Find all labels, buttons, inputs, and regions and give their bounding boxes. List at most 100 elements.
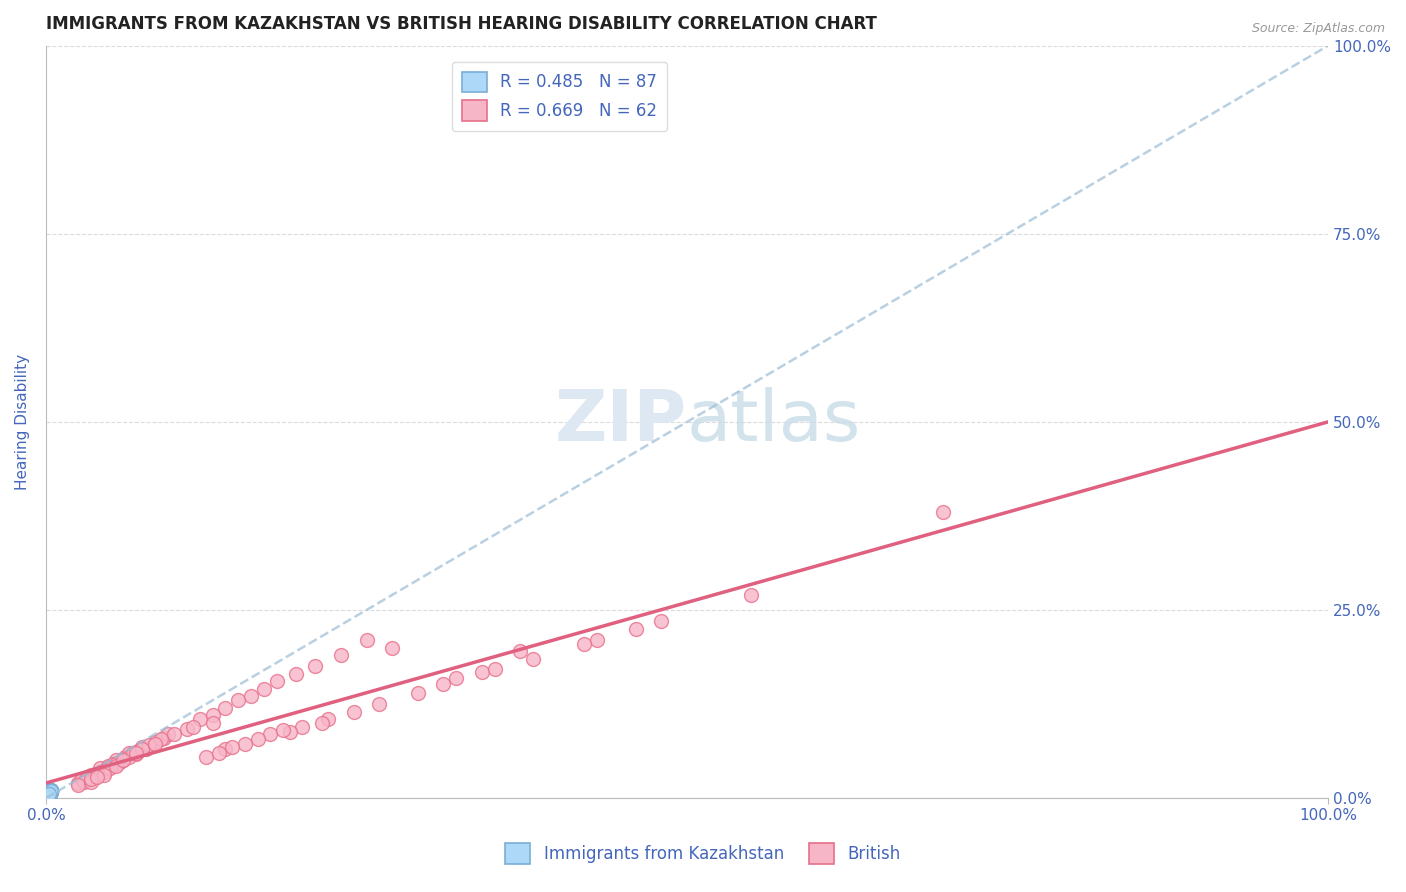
Point [38,787,60,801]
Point [381,640,404,655]
Point [86,768,108,782]
Point [38,788,60,802]
Point [37,789,59,804]
Point [38,788,60,802]
Point [38,787,60,801]
Point [38,786,60,800]
Point [38,788,60,802]
Point [38,786,60,800]
Point [153,731,176,745]
Point [38,787,60,801]
Point [740,588,762,602]
Point [37,789,59,804]
Point [38,786,60,800]
Point [38,787,60,801]
Point [111,754,134,768]
Point [650,614,672,628]
Point [39,785,62,799]
Point [278,724,301,739]
Point [38,786,60,800]
Point [38,786,60,800]
Point [122,746,145,760]
Point [127,744,149,758]
Point [38,786,60,800]
Point [96,761,118,775]
Point [138,739,160,753]
Point [73,774,96,789]
Point [39,783,62,797]
Text: IMMIGRANTS FROM KAZAKHSTAN VS BRITISH HEARING DISABILITY CORRELATION CHART: IMMIGRANTS FROM KAZAKHSTAN VS BRITISH HE… [46,15,877,33]
Point [484,662,506,676]
Point [37,789,59,804]
Point [37,789,59,804]
Point [37,789,59,804]
Point [586,633,609,648]
Point [195,749,218,764]
Point [80,772,103,787]
Point [183,720,205,734]
Point [509,644,531,658]
Point [38,788,60,802]
Point [446,671,468,685]
Point [37,789,59,804]
Point [98,761,121,775]
Point [38,788,60,802]
Point [259,727,281,741]
Point [522,652,544,666]
Point [38,786,60,800]
Point [93,764,115,779]
Point [37,789,59,804]
Point [89,764,111,779]
Point [356,633,378,648]
Point [471,665,494,679]
Point [38,788,60,802]
Point [80,774,103,789]
Point [343,705,366,719]
Point [38,788,60,802]
Point [66,778,89,792]
Point [304,659,326,673]
Point [37,789,59,804]
Point [38,787,60,801]
Point [37,789,59,804]
Point [122,746,145,760]
Point [38,786,60,800]
Point [101,757,124,772]
Point [80,768,103,782]
Point [83,770,105,784]
Point [38,788,60,802]
Point [38,788,60,802]
Point [37,789,59,803]
Point [246,732,269,747]
Point [39,782,62,797]
Point [37,789,59,804]
Point [70,772,93,787]
Point [114,749,136,764]
Point [37,789,59,804]
Point [38,788,60,802]
Point [38,786,60,800]
Point [932,505,955,519]
Point [214,700,236,714]
Point [37,789,59,804]
Point [38,788,60,802]
Point [37,789,59,804]
Point [38,786,60,800]
Point [37,789,59,804]
Point [214,742,236,756]
Point [271,723,294,738]
Point [39,784,62,798]
Point [38,786,60,800]
Point [143,734,166,748]
Point [266,674,288,689]
Point [38,788,60,802]
Point [221,739,243,754]
Point [111,754,134,768]
Point [233,737,256,751]
Point [38,786,60,800]
Point [143,737,166,751]
Point [38,788,60,802]
Point [125,747,148,762]
Point [118,746,141,760]
Point [89,761,111,775]
